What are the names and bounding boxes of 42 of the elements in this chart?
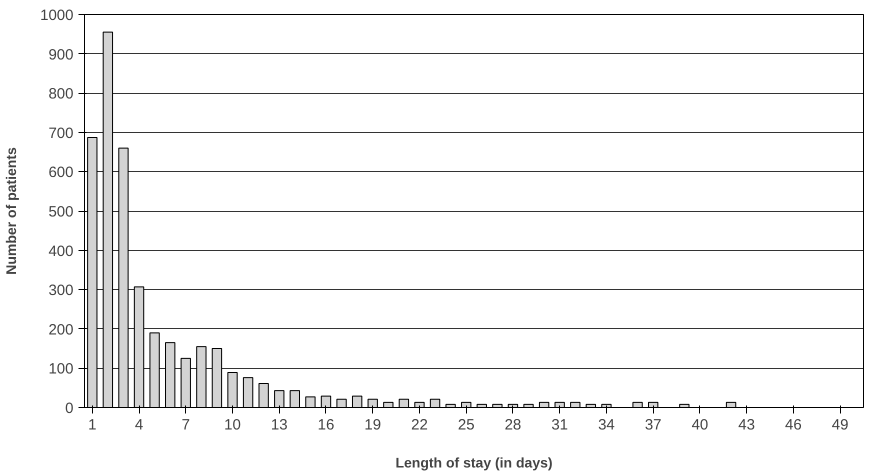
x-tick-label: 22 [411,416,428,434]
bar [632,402,643,408]
x-tick-label: 13 [270,416,288,434]
bar [290,390,300,408]
bar [538,402,550,408]
y-tick-label: 100 [48,360,74,378]
bar [430,398,440,408]
bar [242,377,254,408]
y-tick-label: 1000 [40,7,74,24]
x-tick-label: 31 [551,416,568,434]
bar [305,396,316,408]
y-tick-label: 300 [48,282,74,300]
y-tick-label: 500 [48,204,74,220]
x-tick-label: 40 [692,416,708,434]
y-tick-label: 900 [48,46,74,64]
x-axis-title: Length of stay (in days) [395,454,553,470]
x-tick-label: 7 [182,416,190,434]
x-tick-label: 1 [88,416,96,434]
bar [258,383,269,408]
x-tick-label: 43 [738,416,755,434]
bar [336,398,347,408]
x-tick-label: 16 [318,416,334,434]
x-tick-label: 34 [598,416,615,434]
y-tick-label: 0 [65,400,74,417]
y-tick-label: 600 [48,164,74,182]
bar [398,398,410,408]
x-tick-label: 25 [458,416,475,434]
x-tick-label: 49 [832,416,848,434]
x-tick-label: 46 [785,416,802,434]
y-tick-label: 400 [48,242,74,260]
y-axis-title: Number of patients [3,147,20,275]
y-tick-label: 200 [48,321,74,338]
x-tick-label: 37 [644,416,662,434]
x-tick-label: 10 [224,416,241,434]
x-tick-label: 19 [364,416,382,434]
x-tick-label: 28 [504,416,522,434]
bar [383,402,394,408]
y-tick-label: 700 [48,124,74,142]
bar [352,396,362,408]
bar [570,402,580,408]
x-tick-label: 4 [134,416,144,434]
y-tick-label: 800 [48,86,74,103]
